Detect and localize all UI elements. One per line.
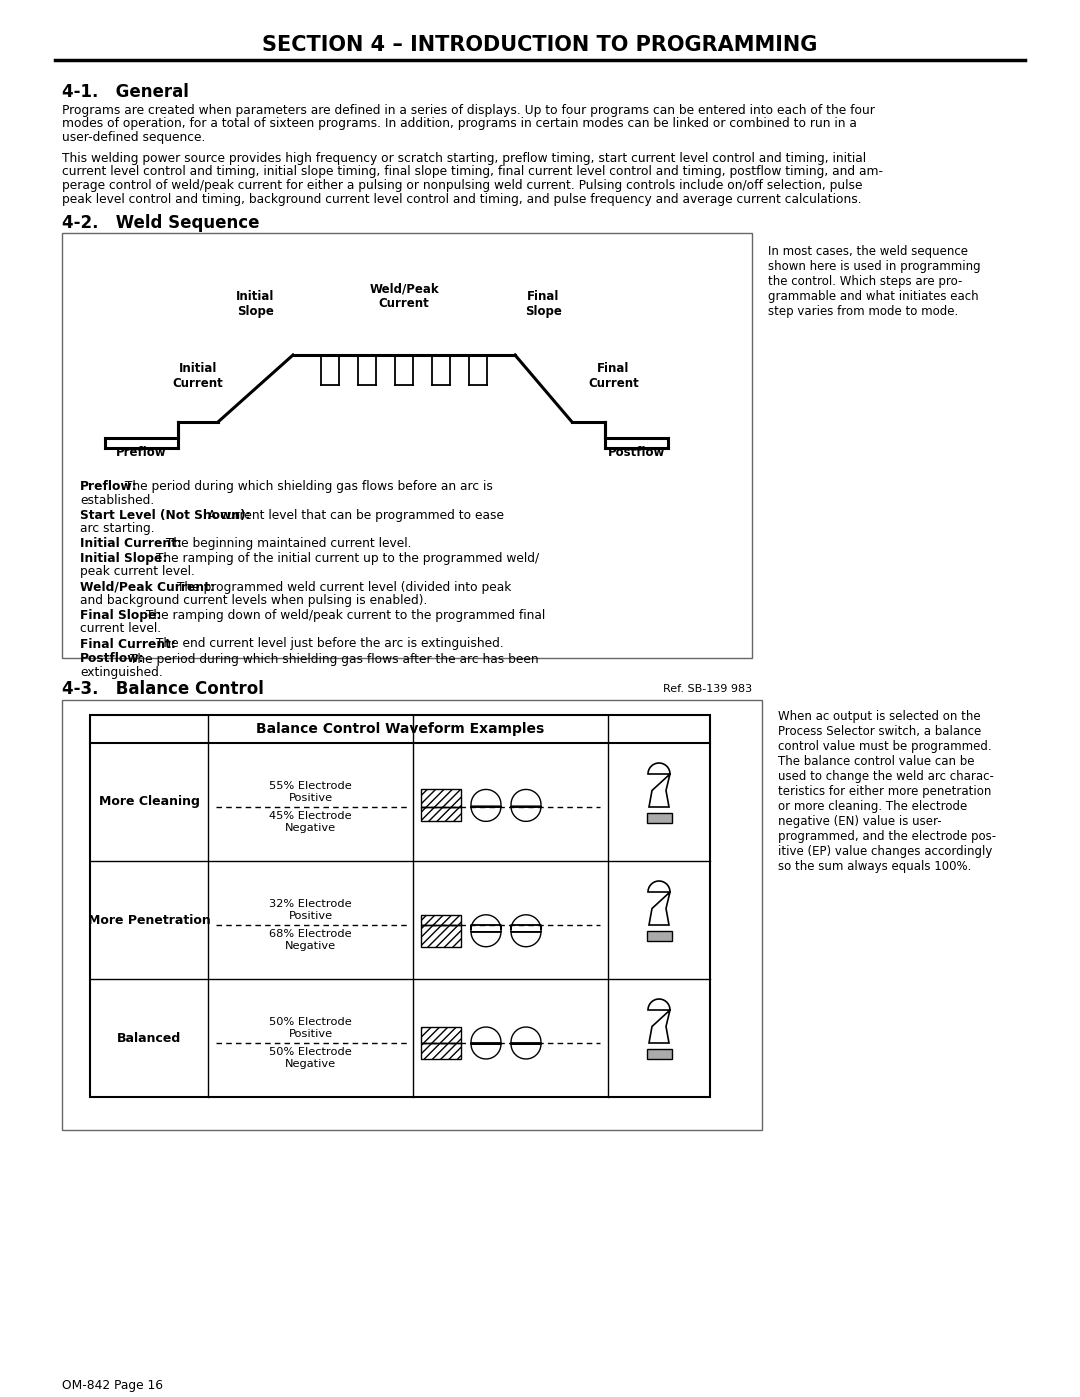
Polygon shape (648, 882, 670, 925)
Text: The ramping down of weld/peak current to the programmed final: The ramping down of weld/peak current to… (141, 609, 545, 622)
Text: current level control and timing, initial slope timing, final slope timing, fina: current level control and timing, initia… (62, 165, 883, 179)
Text: current level.: current level. (80, 623, 161, 636)
Text: Final Slope:: Final Slope: (80, 609, 161, 622)
Text: Initial
Slope: Initial Slope (237, 291, 274, 319)
Text: The period during which shielding gas flows before an arc is: The period during which shielding gas fl… (121, 481, 494, 493)
Text: 45% Electrode
Negative: 45% Electrode Negative (269, 812, 352, 833)
Text: OM-842 Page 16: OM-842 Page 16 (62, 1379, 163, 1391)
Text: Balanced: Balanced (117, 1031, 181, 1045)
Bar (421, 789, 461, 807)
Text: 50% Electrode
Positive: 50% Electrode Positive (269, 1017, 352, 1039)
Text: Preflow:: Preflow: (80, 481, 138, 493)
Text: established.: established. (80, 493, 154, 507)
Bar (421, 925, 461, 947)
Text: When ac output is selected on the
Process Selector switch, a balance
control val: When ac output is selected on the Proces… (778, 710, 996, 873)
Text: The end current level just before the arc is extinguished.: The end current level just before the ar… (152, 637, 504, 651)
Bar (62, 700, 762, 1130)
Text: The beginning maintained current level.: The beginning maintained current level. (162, 536, 411, 550)
Text: A current level that can be programmed to ease: A current level that can be programmed t… (204, 509, 503, 521)
Text: and background current levels when pulsing is enabled).: and background current levels when pulsi… (80, 594, 428, 608)
Text: More Cleaning: More Cleaning (98, 795, 200, 809)
Bar (647, 813, 672, 823)
Text: Postflow: Postflow (608, 446, 665, 458)
Bar (90, 715, 710, 1097)
Polygon shape (648, 999, 670, 1044)
Text: peak current level.: peak current level. (80, 566, 194, 578)
Text: modes of operation, for a total of sixteen programs. In addition, programs in ce: modes of operation, for a total of sixte… (62, 117, 856, 130)
Text: More Penetration: More Penetration (87, 914, 211, 926)
Text: 4-2.   Weld Sequence: 4-2. Weld Sequence (62, 214, 259, 232)
Text: Balance Control Waveform Examples: Balance Control Waveform Examples (256, 722, 544, 736)
Text: 55% Electrode
Positive: 55% Electrode Positive (269, 781, 352, 803)
Text: 4-1.   General: 4-1. General (62, 82, 189, 101)
Text: Postflow:: Postflow: (80, 652, 145, 665)
Bar (421, 1027, 461, 1044)
Text: Initial
Current: Initial Current (173, 362, 224, 390)
Bar (421, 807, 461, 821)
Text: The programmed weld current level (divided into peak: The programmed weld current level (divid… (173, 581, 511, 594)
Text: 50% Electrode
Negative: 50% Electrode Negative (269, 1046, 352, 1069)
Text: 68% Electrode
Negative: 68% Electrode Negative (269, 929, 352, 950)
Text: Final
Current: Final Current (589, 362, 639, 390)
Text: The ramping of the initial current up to the programmed weld/: The ramping of the initial current up to… (152, 552, 539, 564)
Text: Weld/Peak
Current: Weld/Peak Current (369, 282, 438, 310)
Text: SECTION 4 – INTRODUCTION TO PROGRAMMING: SECTION 4 – INTRODUCTION TO PROGRAMMING (262, 35, 818, 54)
Text: Initial Current:: Initial Current: (80, 536, 181, 550)
Bar (421, 1044, 461, 1059)
Text: perage control of weld/peak current for either a pulsing or nonpulsing weld curr: perage control of weld/peak current for … (62, 179, 863, 191)
Polygon shape (648, 763, 670, 807)
Text: 4-3.   Balance Control: 4-3. Balance Control (62, 680, 264, 698)
Text: peak level control and timing, background current level control and timing, and : peak level control and timing, backgroun… (62, 193, 862, 205)
Text: Initial Slope:: Initial Slope: (80, 552, 167, 564)
Bar (62, 233, 752, 658)
Text: user-defined sequence.: user-defined sequence. (62, 131, 205, 144)
Text: Final
Slope: Final Slope (525, 291, 562, 319)
Text: Start Level (Not Shown):: Start Level (Not Shown): (80, 509, 251, 521)
Text: Preflow: Preflow (117, 446, 166, 458)
Bar (647, 1049, 672, 1059)
Text: This welding power source provides high frequency or scratch starting, preflow t: This welding power source provides high … (62, 152, 866, 165)
Text: 32% Electrode
Positive: 32% Electrode Positive (269, 900, 352, 921)
Text: Ref. SB-139 983: Ref. SB-139 983 (663, 685, 752, 694)
Text: arc starting.: arc starting. (80, 522, 154, 535)
Bar (647, 930, 672, 942)
Text: In most cases, the weld sequence
shown here is used in programming
the control. : In most cases, the weld sequence shown h… (768, 244, 981, 319)
Bar (421, 915, 461, 925)
Text: Programs are created when parameters are defined in a series of displays. Up to : Programs are created when parameters are… (62, 103, 875, 117)
Text: Weld/Peak Current:: Weld/Peak Current: (80, 581, 215, 594)
Text: extinguished.: extinguished. (80, 666, 163, 679)
Text: The period during which shielding gas flows after the arc has been: The period during which shielding gas fl… (126, 652, 539, 665)
Text: Final Current:: Final Current: (80, 637, 176, 651)
